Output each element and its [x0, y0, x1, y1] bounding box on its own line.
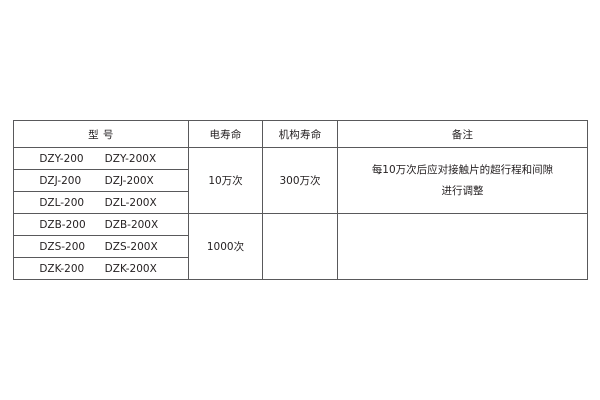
model-code-variant: DZY-200X: [104, 152, 157, 165]
model-code-variant: DZL-200X: [104, 196, 157, 209]
model-code-primary: DZJ-200: [39, 174, 82, 187]
electrical-life-value: 1000次: [188, 213, 263, 280]
model-cell: DZB-200 DZB-200X: [13, 213, 189, 236]
table-row: DZL-200 DZL-200X: [13, 191, 588, 214]
remarks-value: [337, 213, 588, 280]
remarks-line-1: 每10万次后应对接触片的超行程和间隙: [371, 163, 554, 176]
column-header-electrical-life: 电寿命: [188, 120, 263, 148]
model-code-primary: DZB-200: [39, 218, 86, 231]
table-header-row: 型 号 电寿命 机构寿命 备注: [13, 120, 588, 148]
remarks-line-2: 进行调整: [441, 184, 484, 197]
model-cell: DZS-200 DZS-200X: [13, 235, 189, 258]
electrical-life-value: 10万次: [188, 147, 263, 214]
model-code-primary: DZY-200: [39, 152, 84, 165]
column-header-mechanical-life: 机构寿命: [262, 120, 338, 148]
model-code-variant: DZB-200X: [104, 218, 159, 231]
model-code-variant: DZK-200X: [104, 262, 157, 275]
model-code-primary: DZK-200: [39, 262, 85, 275]
model-cell: DZJ-200 DZJ-200X: [13, 169, 189, 192]
model-code-variant: DZJ-200X: [104, 174, 154, 187]
table-row: DZK-200 DZK-200X: [13, 257, 588, 280]
table-row: DZY-200 DZY-200X 10万次 300万次 每10万次后应对接触片的…: [13, 147, 588, 214]
table-row: DZB-200 DZB-200X 1000次: [13, 213, 588, 280]
model-cell: DZK-200 DZK-200X: [13, 257, 189, 280]
model-code-primary: DZS-200: [39, 240, 86, 253]
column-header-remarks: 备注: [337, 120, 588, 148]
column-header-model: 型 号: [13, 120, 189, 148]
table-row: DZS-200 DZS-200X: [13, 235, 588, 258]
model-code-variant: DZS-200X: [104, 240, 158, 253]
remarks-value: 每10万次后应对接触片的超行程和间隙 进行调整: [337, 147, 588, 214]
mechanical-life-value: [262, 213, 338, 280]
mechanical-life-value: 300万次: [262, 147, 338, 214]
table-row: DZJ-200 DZJ-200X: [13, 169, 588, 192]
model-cell: DZL-200 DZL-200X: [13, 191, 189, 214]
model-cell: DZY-200 DZY-200X: [13, 147, 189, 170]
specification-table: 型 号 电寿命 机构寿命 备注 DZY-200 DZY-200X 10万次 30…: [13, 120, 588, 280]
model-code-primary: DZL-200: [39, 196, 85, 209]
